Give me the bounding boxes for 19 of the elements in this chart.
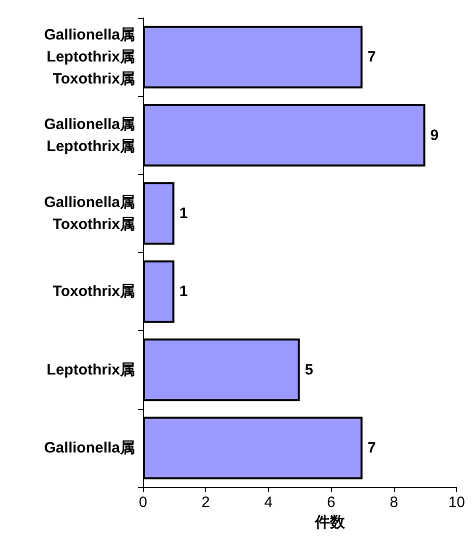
x-tick-label: 6 [327, 494, 336, 512]
x-tick-label: 4 [264, 494, 273, 512]
y-tick-label: Leptothrix属 [46, 361, 135, 378]
y-tick-label: Gallionella属 Leptothrix属 [44, 116, 135, 155]
y-tick-label: Gallionella属 Toxothrix属 [44, 194, 135, 233]
x-tick-label: 2 [202, 494, 210, 512]
x-tick-label: 10 [448, 494, 465, 512]
data-label: 1 [179, 204, 188, 222]
data-label: 7 [368, 48, 376, 66]
data-label: 7 [368, 440, 376, 457]
y-tick-label: Toxothrix属 [52, 283, 135, 300]
data-label: 1 [179, 283, 188, 300]
y-tick-label: Gallionella属 [44, 440, 135, 457]
data-label: 5 [304, 361, 314, 378]
x-tick-label: 8 [390, 494, 398, 512]
x-tick-label: 0 [138, 494, 148, 512]
x-axis-title: 件数 [314, 514, 346, 531]
y-tick-label: Gallionella属 Leptothrix属 Toxothrix属 [44, 26, 135, 88]
data-label: 9 [430, 126, 439, 144]
